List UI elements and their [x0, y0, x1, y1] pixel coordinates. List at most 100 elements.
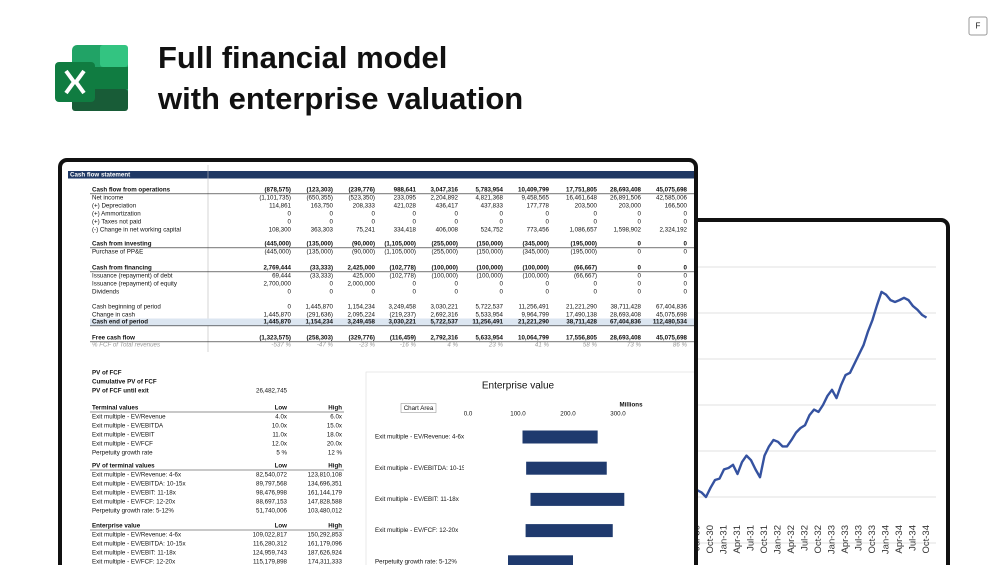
x-tick-label: 100.0: [510, 411, 526, 418]
annotation: Chart Area: [404, 405, 434, 412]
section-header: Low: [275, 463, 288, 470]
cell: 10,409,799: [518, 187, 550, 194]
row-label: (+) Taxes not paid: [92, 219, 142, 226]
row-label: PV of FCF until exit: [92, 388, 149, 395]
x-tick-label: Oct-32: [813, 525, 824, 554]
cell: (291,636): [307, 312, 334, 319]
section-header: PV of terminal values: [92, 463, 155, 470]
row-label: % FCF of Total revenues: [92, 342, 160, 349]
cell: 0: [288, 289, 292, 296]
cell: 0: [638, 211, 642, 218]
cell: 15.0x: [327, 423, 343, 430]
cell: 0: [638, 273, 642, 280]
row-highlight: [90, 318, 694, 326]
cell: (650,355): [307, 195, 334, 202]
cell: 12.0x: [272, 441, 288, 448]
cell: (135,000): [307, 241, 334, 248]
cell: 1,445,870: [263, 312, 291, 319]
cell: 45,075,698: [656, 187, 688, 194]
cell: 124,959,743: [253, 550, 288, 557]
row-label: Exit multiple - EV/FCF: 12-20x: [92, 559, 176, 565]
cell: 6.0x: [330, 414, 343, 421]
cell: (345,000): [523, 249, 550, 256]
row-label: Cash from financing: [92, 265, 152, 272]
cell: 2,000,000: [347, 281, 375, 288]
cell: 42,585,006: [656, 195, 688, 202]
bar-segment: [522, 430, 598, 444]
bar-segment: [525, 524, 613, 538]
cell: 0: [684, 289, 688, 296]
row-label: Dividends: [92, 289, 119, 296]
row-label: Exit multiple - EV/EBITDA: 10-15x: [92, 481, 186, 488]
cell: (100,000): [523, 273, 550, 280]
row-label: Exit multiple - EV/FCF: [92, 441, 153, 448]
x-tick-label: Jan-31: [719, 525, 730, 554]
cell: 114,861: [269, 203, 291, 210]
row-label: Exit multiple - EV/FCF: 12-20x: [92, 499, 176, 506]
cell: 4.0x: [275, 414, 288, 421]
table-header-bar: [68, 171, 694, 179]
x-tick-label: Oct-34: [921, 525, 932, 554]
row-label: Exit multiple - EV/Revenue: 4-6x: [92, 532, 182, 539]
cell: 3,249,458: [388, 304, 416, 311]
cell: 109,022,817: [253, 532, 288, 539]
cell: 1,598,902: [613, 227, 641, 234]
cell: (100,000): [477, 265, 504, 272]
cell: 16,461,648: [566, 195, 598, 202]
section-header: High: [328, 463, 342, 470]
cell: (255,000): [432, 249, 459, 256]
y-tick-label: Exit multiple - EV/EBIT: 11-18x: [375, 496, 460, 503]
cell: 45,075,698: [656, 312, 688, 319]
cell: 0: [638, 289, 642, 296]
row-label: PV of FCF: [92, 370, 122, 377]
section-header: Low: [275, 405, 288, 412]
cell: 26,482,745: [256, 388, 288, 395]
row-label: (-) Change in net working capital: [92, 227, 181, 234]
cell: 75,241: [356, 227, 375, 234]
cell: 208,333: [353, 203, 376, 210]
row-label: Exit multiple - EV/EBIT: 11-18x: [92, 490, 177, 497]
row-label: Exit multiple - EV/EBIT: 11-18x: [92, 550, 177, 557]
cell: (100,000): [432, 273, 459, 280]
cell: 150,292,853: [308, 532, 343, 539]
cell: 38,711,428: [566, 319, 597, 326]
cell: 0: [594, 281, 598, 288]
cell: 524,752: [481, 227, 504, 234]
title-line-1: Full financial model: [158, 40, 447, 75]
row-label: Net income: [92, 195, 124, 202]
cell: 41 %: [535, 342, 550, 349]
row-label: Issuance (repayment) of debt: [92, 273, 173, 280]
cell: 0: [500, 219, 504, 226]
cell: 0: [288, 219, 292, 226]
bar-segment: [526, 461, 607, 475]
row-label: Free cash flow: [92, 335, 135, 342]
x-tick-label: Jul-34: [908, 525, 919, 551]
cell: (878,575): [265, 187, 292, 194]
cell: 0: [684, 273, 688, 280]
cell: 0: [546, 219, 550, 226]
cell: 0: [638, 219, 642, 226]
cell: 0: [330, 219, 334, 226]
y-tick-label: Perpetuity growth rate: 5-12%: [375, 558, 457, 565]
cell: 89,797,568: [256, 481, 288, 488]
cell: -16 %: [400, 342, 417, 349]
x-tick-label: Oct-30: [705, 525, 716, 554]
cell: 3,030,221: [388, 319, 416, 326]
cell: 0: [413, 211, 417, 218]
y-tick-label: Exit multiple - EV/FCF: 12-20x: [375, 527, 459, 534]
cell: 26,891,506: [610, 195, 642, 202]
line-chart: 01234567Jul-30Oct-30Jan-31Apr-31Jul-31Oc…: [684, 222, 936, 554]
cell: 1,154,234: [305, 319, 333, 326]
row-label: Issuance (repayment) of equity: [92, 281, 178, 288]
row-label: Cumulative PV of FCF: [92, 379, 157, 386]
cell: 3,030,221: [430, 304, 458, 311]
cell: (345,000): [523, 241, 550, 248]
y-tick-label: Exit multiple - EV/EBITDA: 10-15x: [375, 465, 469, 472]
annotation-box: [400, 403, 437, 413]
cell: 28,693,408: [610, 187, 642, 194]
row-label: Perpetuity growth rate: [92, 450, 153, 457]
cell: 0: [500, 211, 504, 218]
cell: 11,256,491: [472, 319, 503, 326]
row-label: Exit multiple - EV/EBIT: [92, 432, 155, 439]
